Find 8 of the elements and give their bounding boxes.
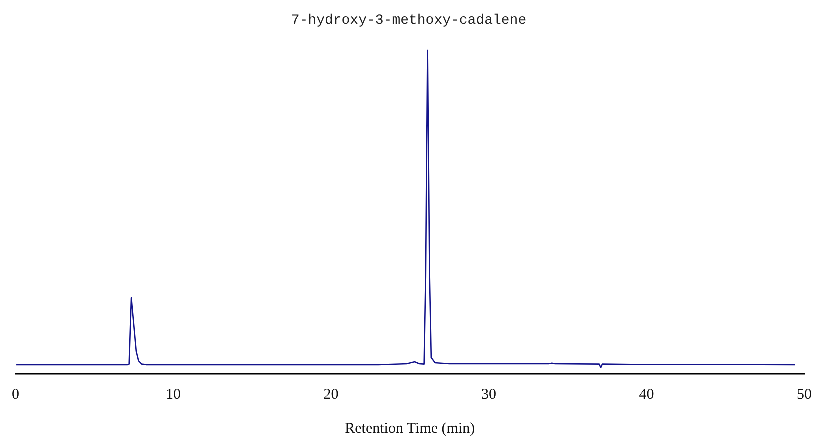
chart-title: 7-hydroxy-3-methoxy-cadalene: [291, 13, 527, 30]
x-tick-label: 40: [639, 386, 654, 403]
x-tick-label: 50: [797, 386, 812, 403]
x-tick-label: 30: [482, 386, 496, 403]
x-axis-title: Retention Time (min): [345, 420, 476, 437]
x-tick-label: 10: [166, 386, 181, 403]
x-tick-label: 20: [324, 386, 339, 403]
x-tick-label: 0: [12, 386, 20, 403]
